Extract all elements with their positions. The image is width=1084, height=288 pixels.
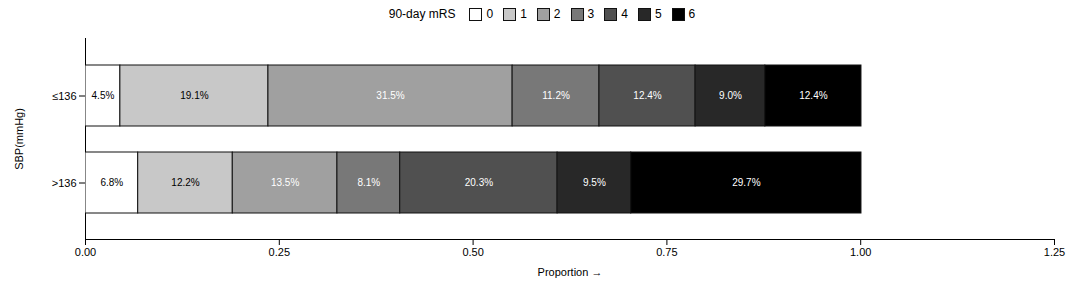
html-text:90-day mRS: 90-day mRS [388, 7, 456, 21]
svg-text:0.00: 0.00 [75, 246, 96, 258]
svg-text:19.1%: 19.1% [180, 90, 208, 101]
svg-text:11.2%: 11.2% [542, 90, 570, 101]
html-text:0: 0 [486, 7, 494, 21]
svg-text:9.5%: 9.5% [583, 177, 606, 188]
svg-text:12.2%: 12.2% [171, 177, 199, 188]
svg-text:12.4%: 12.4% [799, 90, 827, 101]
svg-text:1.25: 1.25 [1044, 246, 1065, 258]
svg-text:4.5%: 4.5% [92, 90, 115, 101]
svg-text:8.1%: 8.1% [357, 177, 380, 188]
svg-text:≤136: ≤136 [52, 90, 76, 102]
html-text:3: 3 [587, 7, 595, 21]
html-text:5: 5 [654, 7, 662, 21]
svg-text:13.5%: 13.5% [271, 177, 299, 188]
html-text:1: 1 [520, 7, 527, 21]
html-text:4: 4 [621, 7, 628, 21]
html-text:6: 6 [688, 7, 696, 21]
svg-text:1.00: 1.00 [850, 246, 871, 258]
svg-text:Proportion →: Proportion → [538, 266, 603, 278]
html-text:2: 2 [553, 7, 561, 21]
svg-text:SBP(mmHg): SBP(mmHg) [13, 108, 25, 170]
svg-text:0.75: 0.75 [656, 246, 677, 258]
svg-text:>136: >136 [52, 177, 77, 189]
svg-text:0.25: 0.25 [269, 246, 290, 258]
svg-text:29.7%: 29.7% [732, 177, 760, 188]
svg-text:12.4%: 12.4% [633, 90, 661, 101]
svg-text:31.5%: 31.5% [376, 90, 404, 101]
svg-text:9.0%: 9.0% [719, 90, 742, 101]
svg-text:20.3%: 20.3% [465, 177, 493, 188]
svg-text:6.8%: 6.8% [100, 177, 123, 188]
svg-text:0.50: 0.50 [462, 246, 483, 258]
